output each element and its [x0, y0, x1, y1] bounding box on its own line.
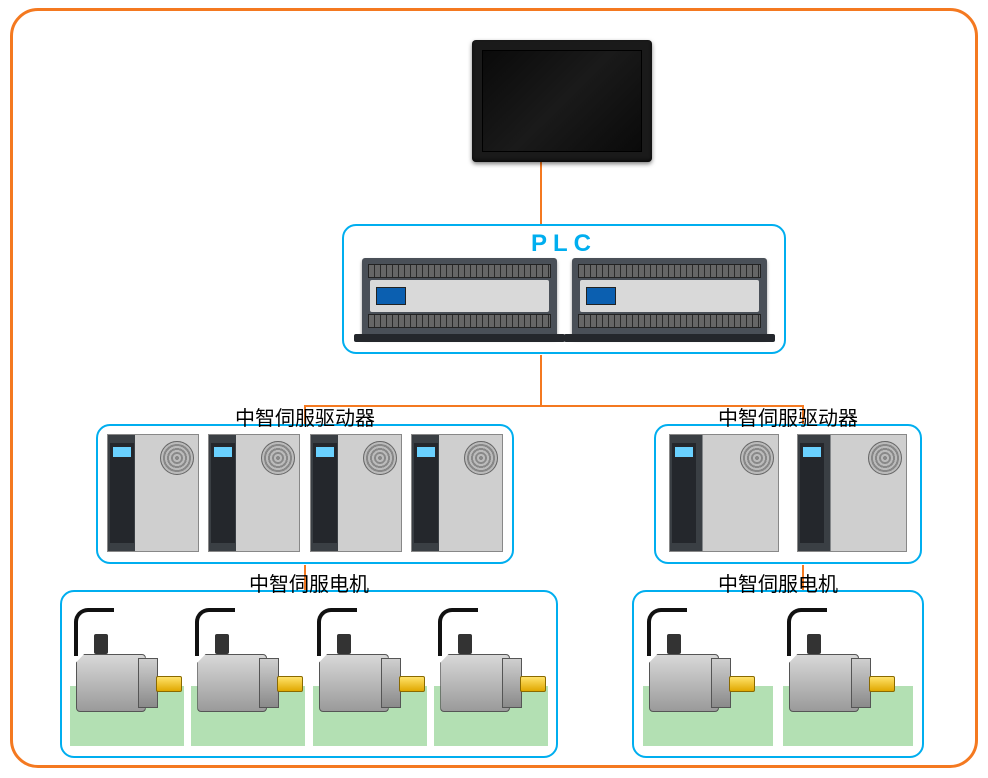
- servo-driver-group-right: 中智伺服驱动器: [654, 424, 922, 564]
- connector-hmi-plc: [540, 162, 542, 224]
- plc-label: PLC: [531, 230, 597, 258]
- servo-driver: [310, 434, 402, 552]
- servo-motor-group-right: 中智伺服电机: [632, 590, 924, 758]
- servo-motor-right-label: 中智伺服电机: [718, 568, 838, 597]
- servo-motor: [191, 600, 305, 746]
- servo-driver-right-label: 中智伺服驱动器: [718, 402, 858, 431]
- servo-driver: [208, 434, 300, 552]
- plc-unit: [362, 258, 557, 338]
- servo-motor: [643, 600, 773, 746]
- servo-motor-left-label: 中智伺服电机: [249, 568, 369, 597]
- servo-driver: [107, 434, 199, 552]
- connector-plc-bus: [540, 355, 542, 405]
- hmi-monitor: [472, 40, 652, 162]
- servo-driver-group-left: 中智伺服驱动器: [96, 424, 514, 564]
- servo-motor-group-left: 中智伺服电机: [60, 590, 558, 758]
- servo-driver: [411, 434, 503, 552]
- servo-driver: [669, 434, 779, 552]
- servo-motor: [70, 600, 184, 746]
- plc-unit: [572, 258, 767, 338]
- servo-motor: [783, 600, 913, 746]
- servo-motor: [434, 600, 548, 746]
- servo-motor: [313, 600, 427, 746]
- servo-driver-left-label: 中智伺服驱动器: [235, 402, 375, 431]
- plc-group: PLC: [342, 224, 786, 354]
- servo-driver: [797, 434, 907, 552]
- hmi-screen: [482, 50, 642, 152]
